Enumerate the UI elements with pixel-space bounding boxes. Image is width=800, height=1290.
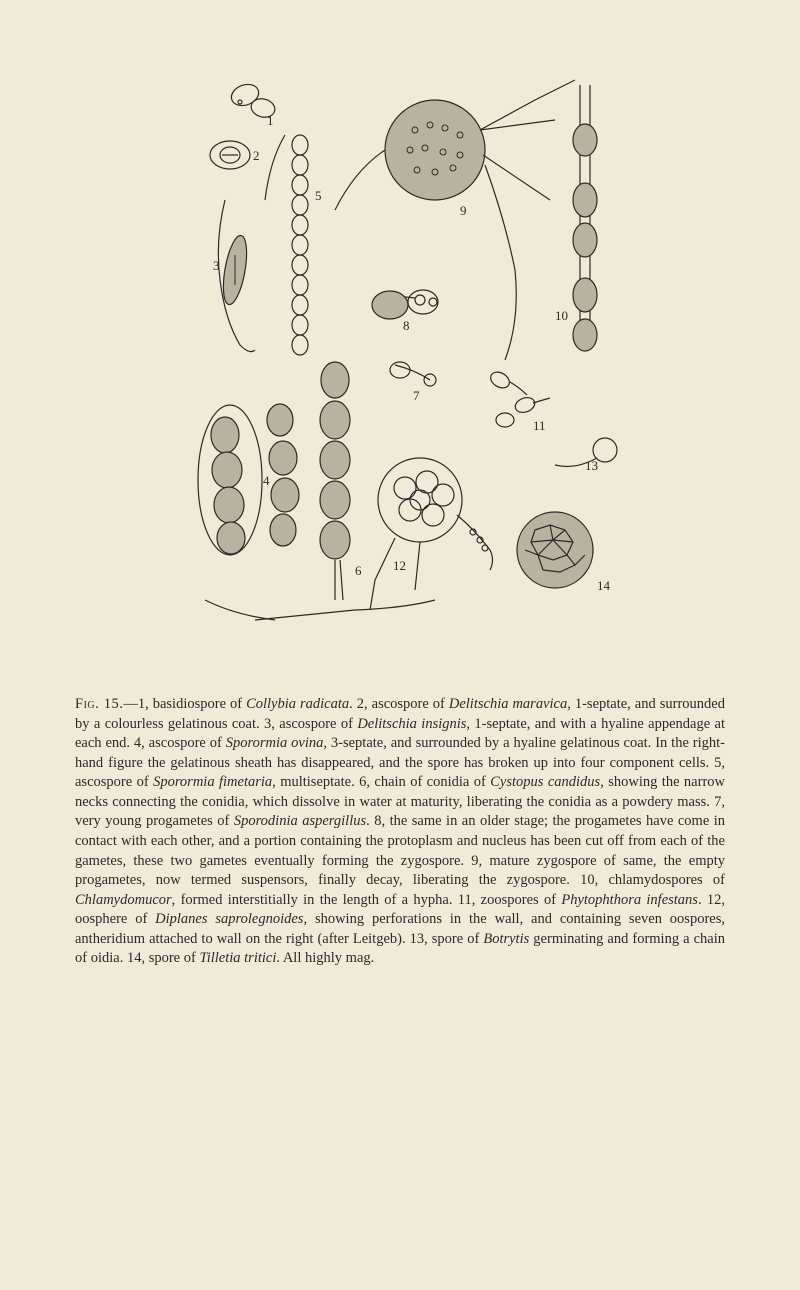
- botanical-illustration: 1 2 3 4: [155, 70, 645, 655]
- label-5: 5: [315, 188, 322, 203]
- label-2: 2: [253, 148, 260, 163]
- cap-sp7: Sporodinia aspergillus: [234, 813, 366, 829]
- figure-container: 1 2 3 4: [75, 60, 725, 969]
- cap-p2: . 2, ascospore of: [349, 696, 449, 712]
- label-3: 3: [213, 258, 220, 273]
- label-13: 13: [585, 458, 598, 473]
- cap-p13: . All highly mag.: [276, 950, 374, 966]
- cap-sp6: Cystopus candidus: [490, 774, 600, 790]
- label-7: 7: [413, 388, 420, 403]
- label-9: 9: [460, 203, 467, 218]
- label-4: 4: [263, 473, 270, 488]
- cap-sp9: Phytophthora infestans: [561, 892, 698, 908]
- cap-sp5: Sporormia fimetaria: [153, 774, 272, 790]
- cap-sp3: Delitschia insignis: [357, 716, 466, 732]
- cap-sp2: Delitschia maravica: [449, 696, 567, 712]
- label-6: 6: [355, 563, 362, 578]
- label-10: 10: [555, 308, 568, 323]
- cap-p9: , formed interstitially in the length of…: [172, 892, 562, 908]
- cap-p6: , multiseptate. 6, chain of conidia of: [272, 774, 490, 790]
- label-8: 8: [403, 318, 410, 333]
- figure-number: Fig. 15.: [75, 696, 123, 712]
- cap-sp1: Collybia radicata: [246, 696, 349, 712]
- label-1: 1: [267, 113, 274, 128]
- cap-p1: —1, basidiospore of: [123, 696, 246, 712]
- cap-sp11: Botrytis: [483, 931, 529, 947]
- figure-caption: Fig. 15.—1, basidiospore of Collybia rad…: [75, 695, 725, 969]
- label-11: 11: [533, 418, 546, 433]
- cap-sp10: Diplanes saprolegnoides: [155, 911, 303, 927]
- illustration-svg: 1 2 3 4: [155, 70, 645, 655]
- cap-sp12: Tilletia tritici: [199, 950, 276, 966]
- cap-sp4: Sporormia ovina: [226, 735, 324, 751]
- cap-sp8: Chlamydomucor: [75, 892, 172, 908]
- chain-5: [292, 135, 308, 355]
- label-14: 14: [597, 578, 611, 593]
- label-12: 12: [393, 558, 406, 573]
